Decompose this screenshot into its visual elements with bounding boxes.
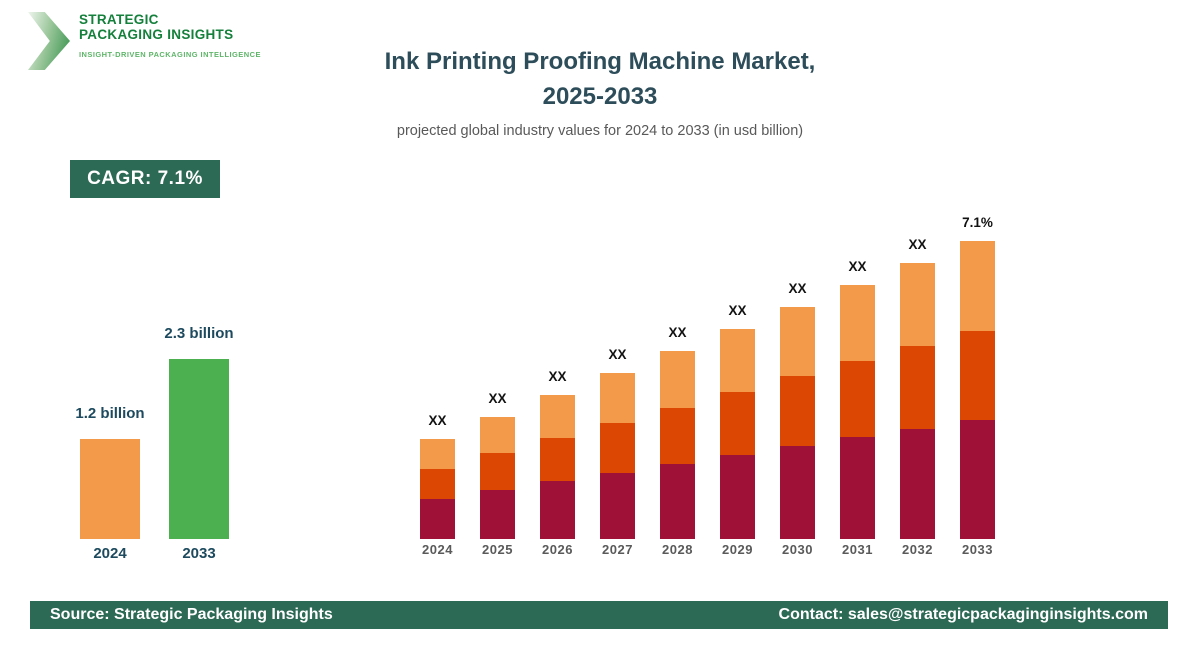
stack-2031-segment-top xyxy=(840,285,875,361)
axis-label-2033: 2033 xyxy=(962,542,993,557)
stack-2026-segment-top xyxy=(540,395,575,438)
axis-label-2024: 2024 xyxy=(422,542,453,557)
axis-label-2032: 2032 xyxy=(902,542,933,557)
logo-name-line2: PACKAGING INSIGHTS xyxy=(79,27,234,42)
page-title-line1: Ink Printing Proofing Machine Market, xyxy=(384,48,816,75)
bar-value-label-2024: XX xyxy=(428,413,447,428)
stack-2025-segment-middle xyxy=(480,453,515,490)
mini-bar-2033 xyxy=(169,359,229,539)
bar-value-label-2033: 7.1% xyxy=(962,215,993,230)
stack-2024-segment-top xyxy=(420,439,455,469)
footer-contact: Contact: sales@strategicpackaginginsight… xyxy=(778,606,1148,623)
bar-value-label-2031: XX xyxy=(848,259,867,274)
stack-2031-segment-middle xyxy=(840,361,875,437)
bar-value-label-2027: XX xyxy=(608,347,627,362)
mini-bar-2024 xyxy=(80,439,140,539)
page-subtitle: projected global industry values for 202… xyxy=(396,123,804,139)
page-title-line2: 2025-2033 xyxy=(542,83,658,110)
axis-label-2029: 2029 xyxy=(722,542,753,557)
stack-2028-segment-middle xyxy=(660,408,695,464)
logo-name-line1: STRATEGIC xyxy=(79,12,159,27)
stack-2033-segment-bottom xyxy=(960,420,995,539)
stack-2032-segment-middle xyxy=(900,346,935,429)
stack-2030-segment-top xyxy=(780,307,815,376)
cagr-badge: CAGR: 7.1% xyxy=(70,160,220,198)
mini-axis-label-2024: 2024 xyxy=(93,545,127,562)
mini-axis-label-2033: 2033 xyxy=(182,545,216,562)
bar-value-label-2029: XX xyxy=(728,303,747,318)
stack-2028-segment-top xyxy=(660,351,695,408)
stack-2028-segment-bottom xyxy=(660,464,695,539)
bar-value-label-2025: XX xyxy=(488,391,507,406)
logo-text-block: STRATEGIC PACKAGING INSIGHTS INSIGHT-DRI… xyxy=(79,12,261,59)
stack-2024-segment-bottom xyxy=(420,499,455,539)
stack-2030-segment-middle xyxy=(780,376,815,446)
footer-bar: Source: Strategic Packaging Insights Con… xyxy=(30,601,1168,629)
axis-label-2026: 2026 xyxy=(542,542,573,557)
axis-label-2031: 2031 xyxy=(842,542,873,557)
mini-bar-value-2024: 1.2 billion xyxy=(75,405,145,422)
stack-2025-segment-bottom xyxy=(480,490,515,539)
title-block: Ink Printing Proofing Machine Market, 20… xyxy=(0,44,1200,139)
bar-value-label-2032: XX xyxy=(908,237,927,252)
stack-2030-segment-bottom xyxy=(780,446,815,539)
brand-logo: STRATEGIC PACKAGING INSIGHTS INSIGHT-DRI… xyxy=(28,12,261,70)
stack-2024-segment-middle xyxy=(420,469,455,499)
stack-2027-segment-top xyxy=(600,373,635,423)
axis-label-2028: 2028 xyxy=(662,542,693,557)
stack-2026-segment-bottom xyxy=(540,481,575,539)
stack-2029-segment-top xyxy=(720,329,755,392)
axis-label-2030: 2030 xyxy=(782,542,813,557)
stack-2033-segment-top xyxy=(960,241,995,331)
stack-2027-segment-bottom xyxy=(600,473,635,539)
bar-value-label-2028: XX xyxy=(668,325,687,340)
stack-2032-segment-top xyxy=(900,263,935,346)
stack-2029-segment-bottom xyxy=(720,455,755,539)
stack-2026-segment-middle xyxy=(540,438,575,481)
footer-source: Source: Strategic Packaging Insights xyxy=(50,606,333,623)
mini-bar-value-2033: 2.3 billion xyxy=(164,325,234,342)
logo-tagline: INSIGHT-DRIVEN PACKAGING INTELLIGENCE xyxy=(79,50,261,59)
axis-label-2025: 2025 xyxy=(482,542,513,557)
bar-value-label-2030: XX xyxy=(788,281,807,296)
stack-2025-segment-top xyxy=(480,417,515,453)
bar-value-label-2026: XX xyxy=(548,369,567,384)
stack-2033-segment-middle xyxy=(960,331,995,420)
stack-2029-segment-middle xyxy=(720,392,755,455)
stack-2032-segment-bottom xyxy=(900,429,935,539)
stack-2027-segment-middle xyxy=(600,423,635,473)
axis-label-2027: 2027 xyxy=(602,542,633,557)
stack-2031-segment-bottom xyxy=(840,437,875,539)
